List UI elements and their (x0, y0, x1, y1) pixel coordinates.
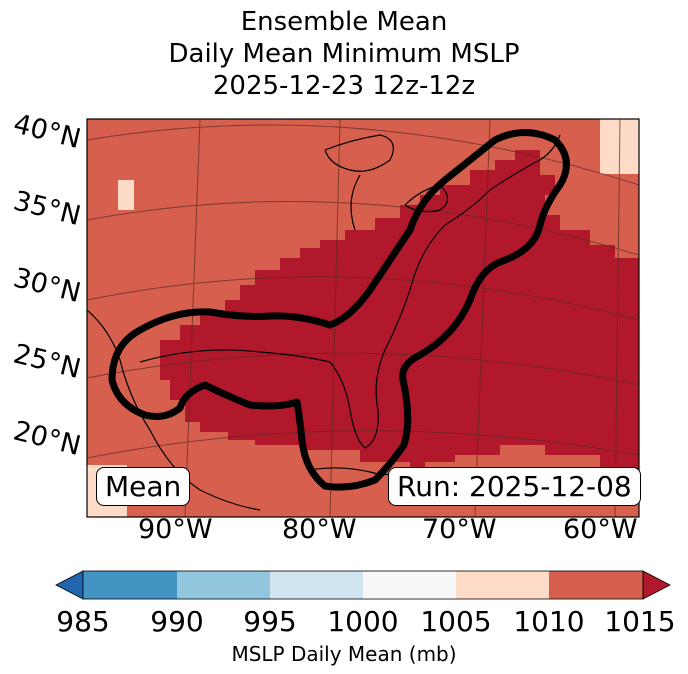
lon-label-80w: 80°W (282, 514, 357, 545)
ensemble-contour (108, 129, 570, 491)
mslp-field-1015 (160, 150, 639, 470)
colorbar-tick-1005: 1005 (420, 605, 492, 638)
lon-label-60w: 60°W (563, 514, 638, 545)
colorbar-tick-985: 985 (56, 605, 110, 638)
colorbar-bin-1010-1015 (549, 571, 643, 599)
lon-label-90w: 90°W (138, 514, 213, 545)
colorbar-tick-1000: 1000 (327, 605, 399, 638)
title-line-1: Ensemble Mean (240, 7, 448, 37)
colorbar-tick-990: 990 (150, 605, 204, 638)
colorbar-tick-1015: 1015 (604, 605, 676, 638)
colorbar-tick-995: 995 (243, 605, 297, 638)
colorbar-low-extend (55, 570, 84, 600)
chart-title: Ensemble Mean Daily Mean Minimum MSLP 20… (0, 6, 688, 102)
colorbar-bin-995-1000 (270, 571, 363, 599)
map-panel (86, 118, 640, 518)
colorbar-frame (82, 570, 644, 600)
map-frame (86, 118, 640, 518)
colorbar-tick-1010: 1010 (513, 605, 585, 638)
mean-label-box: Mean (96, 467, 191, 506)
lon-label-70w: 70°W (422, 514, 497, 545)
colorbar-bin-1000-1005 (363, 571, 456, 599)
graticule (87, 119, 639, 517)
colorbar-bin-985-990 (83, 571, 177, 599)
mslp-field-1005-nw (118, 180, 134, 210)
colorbar-high-extend (642, 570, 671, 600)
run-label-box: Run: 2025-12-08 (388, 467, 641, 506)
title-line-3: 2025-12-23 12z-12z (212, 71, 476, 101)
colorbar-bin-1005-1010 (456, 571, 549, 599)
colorbar-bin-990-995 (177, 571, 270, 599)
coastlines (87, 134, 561, 511)
title-line-2: Daily Mean Minimum MSLP (168, 39, 520, 69)
colorbar-label: MSLP Daily Mean (mb) (231, 642, 457, 666)
